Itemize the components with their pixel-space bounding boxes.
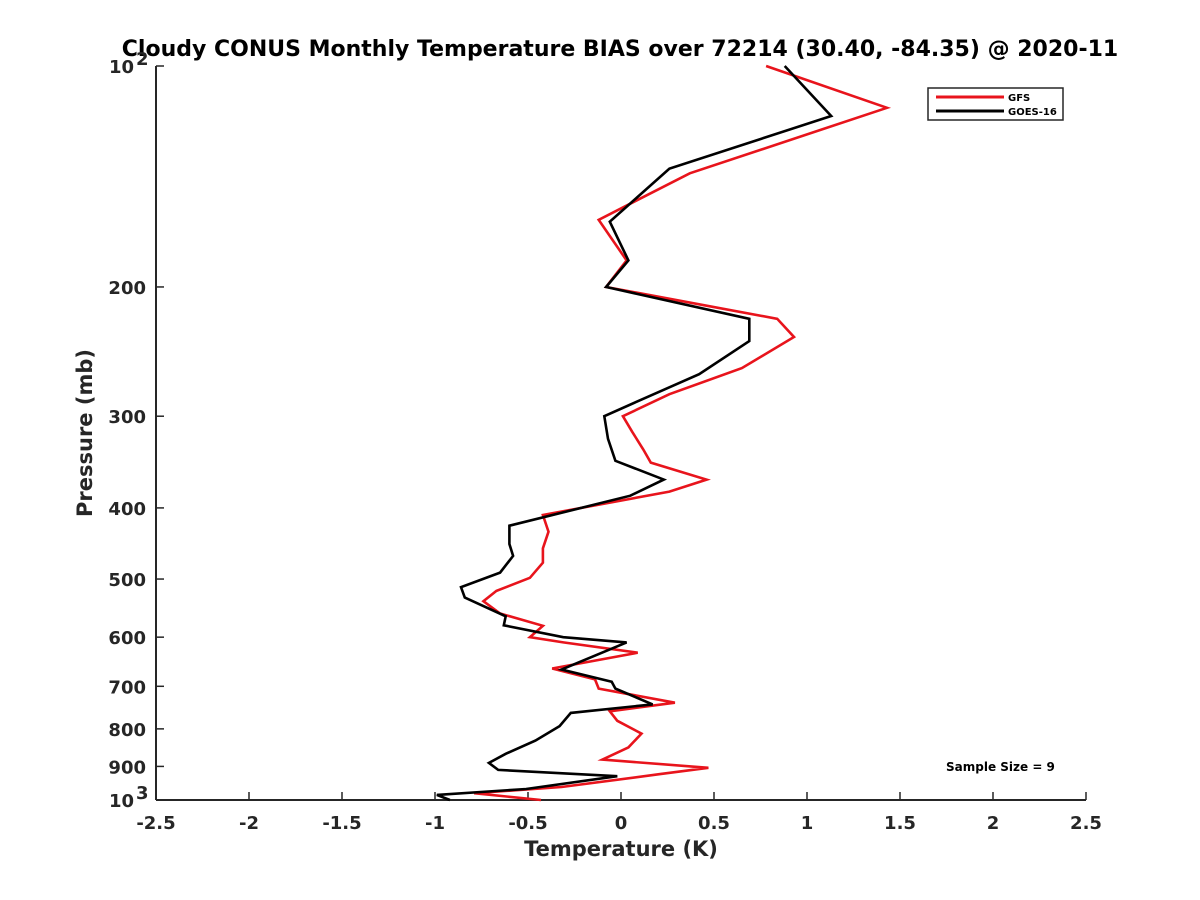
x-tick-label: 1.5 xyxy=(884,813,916,834)
series-lines xyxy=(436,64,892,802)
x-tick-label: 0.5 xyxy=(698,813,730,834)
x-tick-label: -1.5 xyxy=(322,813,361,834)
y-axis-label: Pressure (mb) xyxy=(73,349,97,517)
x-tick-label: 1 xyxy=(801,813,814,834)
legend-label-goes16: GOES-16 xyxy=(1008,107,1057,118)
y-tick-label: 10 xyxy=(109,791,134,812)
x-tick-label: -0.5 xyxy=(508,813,547,834)
plot-area xyxy=(156,66,1086,800)
x-tick-label: 2.5 xyxy=(1070,813,1102,834)
y-tick-label: 10 xyxy=(109,57,134,78)
x-tick-label: -2.5 xyxy=(136,813,175,834)
y-tick-label: 400 xyxy=(108,499,146,520)
y-tick-label: 600 xyxy=(108,628,146,649)
y-tick-exponent: 2 xyxy=(136,49,149,70)
y-tick-label: 200 xyxy=(108,278,146,299)
legend: GFS GOES-16 xyxy=(927,87,1064,121)
legend-label-gfs: GFS xyxy=(1008,93,1030,104)
y-tick-label: 300 xyxy=(108,407,146,428)
x-tick-label: 2 xyxy=(987,813,1000,834)
x-tick-label: -1 xyxy=(425,813,445,834)
y-tick-label: 500 xyxy=(108,570,146,591)
y-tick-label: 800 xyxy=(108,720,146,741)
x-tick-label: 0 xyxy=(615,813,628,834)
chart-title: Cloudy CONUS Monthly Temperature BIAS ov… xyxy=(122,37,1118,62)
x-axis-label: Temperature (K) xyxy=(524,837,718,861)
y-tick-exponent: 3 xyxy=(136,783,149,804)
y-tick-label: 700 xyxy=(108,677,146,698)
legend-box xyxy=(927,87,1064,121)
series-line-gfs xyxy=(473,64,892,802)
series-line-goes16 xyxy=(436,65,834,802)
x-tick-label: -2 xyxy=(239,813,259,834)
sample-size-annotation: Sample Size = 9 xyxy=(946,760,1055,774)
x-ticks: -2.5 -2 -1.5 -1 -0.5 0 0.5 1 1.5 2 2.5 xyxy=(136,792,1102,834)
y-tick-label: 900 xyxy=(108,757,146,778)
